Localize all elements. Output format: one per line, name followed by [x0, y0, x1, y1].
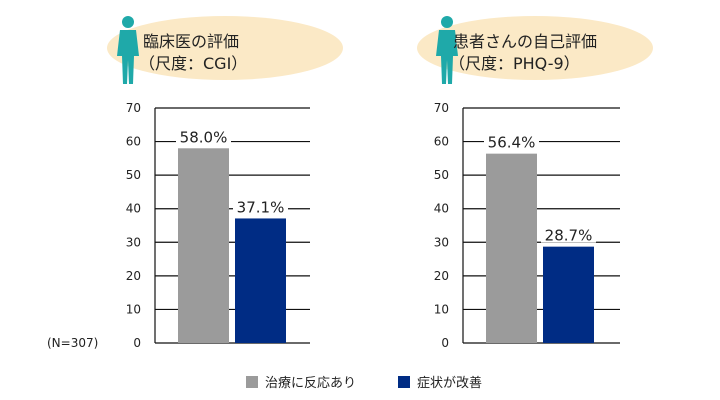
label-bg	[484, 133, 539, 150]
y-tick-label: 20	[126, 269, 141, 283]
y-tick-label: 50	[434, 168, 449, 182]
chart-panel-1: 臨床医の評価 （尺度：CGI） 0 10 20 30 40 50 60 70 58.0% 37.1%	[107, 16, 343, 350]
data-label: 58.0%	[180, 128, 228, 146]
y-tick-label: 70	[434, 101, 449, 115]
data-label: 28.7%	[545, 227, 593, 245]
y-tick-label: 10	[126, 302, 141, 316]
y-tick-label: 70	[126, 101, 141, 115]
y-tick-label: 20	[434, 269, 449, 283]
y-tick-label: 0	[133, 336, 141, 350]
data-label: 56.4%	[488, 134, 536, 152]
title-ellipse	[107, 16, 343, 80]
bar	[178, 148, 229, 343]
y-tick-label: 40	[126, 202, 141, 216]
legend-label: 症状が改善	[417, 375, 482, 391]
y-tick-label: 30	[434, 235, 449, 249]
label-bg	[233, 198, 288, 215]
bar	[486, 153, 537, 343]
bar	[543, 246, 594, 343]
chart-subtitle: （尺度：CGI）	[139, 54, 247, 73]
legend-item: 症状が改善	[398, 375, 482, 391]
label-bg	[176, 128, 231, 145]
y-tick-label: 30	[126, 235, 141, 249]
sample-size-note: (N=307)	[47, 336, 98, 350]
label-bg	[541, 226, 596, 243]
chart-subtitle: （尺度：PHQ-9）	[449, 54, 580, 73]
chart-title: 患者さんの自己評価	[453, 32, 597, 51]
legend-item: 治療に反応あり	[246, 376, 356, 391]
data-label: 37.1%	[237, 198, 285, 216]
bar	[235, 218, 286, 343]
doctor-figure-icon	[117, 16, 139, 84]
patient-figure-icon	[436, 16, 458, 84]
y-tick-label: 40	[434, 202, 449, 216]
chart-panel-2: 患者さんの自己評価 （尺度：PHQ-9） 0 10 20 30 40 50 60 70 56.4% 2…	[417, 16, 653, 350]
legend-swatch	[398, 376, 410, 388]
y-tick-label: 0	[441, 336, 449, 350]
y-tick-label: 60	[126, 135, 141, 149]
y-tick-label: 10	[434, 302, 449, 316]
legend-swatch	[246, 376, 258, 388]
chart-title: 臨床医の評価	[143, 32, 239, 51]
title-ellipse	[417, 16, 653, 80]
legend-label: 治療に反応あり	[265, 376, 356, 391]
y-tick-label: 50	[126, 168, 141, 182]
y-tick-label: 60	[434, 135, 449, 149]
